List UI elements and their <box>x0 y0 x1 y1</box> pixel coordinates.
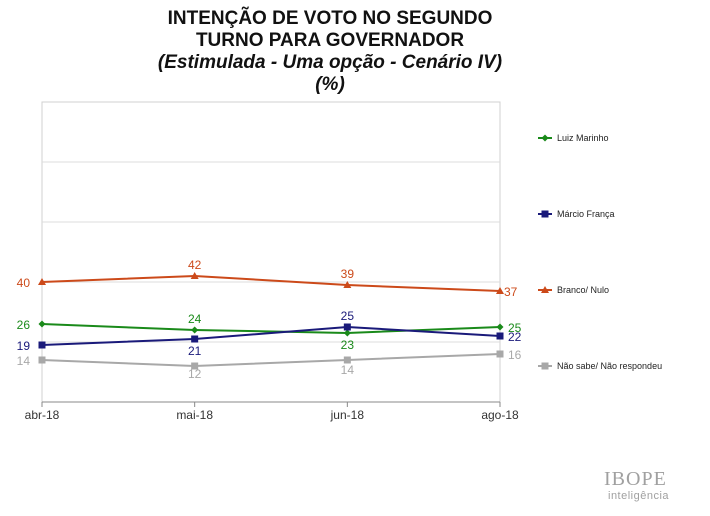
legend-swatch-marker <box>541 362 549 370</box>
data-label: 22 <box>508 330 522 344</box>
data-label: 14 <box>341 363 355 377</box>
data-label: 14 <box>17 354 31 368</box>
brand-name: IBOPE <box>604 468 667 490</box>
data-label: 23 <box>341 338 355 352</box>
series-line <box>41 323 501 335</box>
series-line <box>41 274 501 292</box>
data-point <box>191 362 199 370</box>
data-point <box>38 320 46 328</box>
data-label: 25 <box>341 309 355 323</box>
x-tick-label: jun-18 <box>330 408 365 422</box>
legend-swatch-marker <box>541 210 549 218</box>
legend-swatch-marker <box>541 134 549 142</box>
series-line <box>41 325 501 346</box>
legend-label: Márcio França <box>557 209 615 219</box>
data-point <box>191 326 199 334</box>
title-line-1: INTENÇÃO DE VOTO NO SEGUNDO <box>167 8 493 29</box>
title-line-4: (%) <box>315 74 345 95</box>
data-label: 16 <box>508 348 522 362</box>
data-label: 25 <box>508 321 522 335</box>
data-point <box>38 341 46 349</box>
data-label: 40 <box>17 276 31 290</box>
ibope-logo: IBOPE inteligência <box>604 468 704 502</box>
data-label: 42 <box>188 258 202 272</box>
data-label: 24 <box>188 312 202 326</box>
brand-subtitle: inteligência <box>608 490 670 502</box>
data-point <box>496 350 504 358</box>
data-point <box>343 281 352 288</box>
data-label: 12 <box>188 367 202 381</box>
data-label: 26 <box>17 318 31 332</box>
data-label: 39 <box>341 267 355 281</box>
legend-label: Luiz Marinho <box>557 133 609 143</box>
data-label: 37 <box>504 285 518 299</box>
data-point <box>191 335 199 343</box>
data-label: 19 <box>17 339 31 353</box>
legend-label: Não sabe/ Não respondeu <box>557 361 662 371</box>
data-point <box>496 332 504 340</box>
data-point <box>343 323 351 331</box>
title-line-2: TURNO PARA GOVERNADOR <box>195 30 465 51</box>
x-tick-label: ago-18 <box>481 408 519 422</box>
data-point <box>343 356 351 364</box>
data-label: 21 <box>188 344 202 358</box>
data-point <box>38 278 46 285</box>
data-point <box>190 272 199 279</box>
title-line-3: (Estimulada - Uma opção - Cenário IV) <box>157 52 503 73</box>
legend-swatch-marker <box>541 286 549 293</box>
chart-title: INTENÇÃO DE VOTO NO SEGUNDO TURNO PARA G… <box>40 8 620 96</box>
data-point <box>38 356 46 364</box>
x-tick-label: abr-18 <box>25 408 60 422</box>
legend-label: Branco/ Nulo <box>557 285 609 295</box>
series-line <box>41 353 501 368</box>
x-tick-label: mai-18 <box>176 408 213 422</box>
data-point <box>343 329 351 337</box>
data-point <box>496 323 504 331</box>
data-point <box>496 287 504 294</box>
